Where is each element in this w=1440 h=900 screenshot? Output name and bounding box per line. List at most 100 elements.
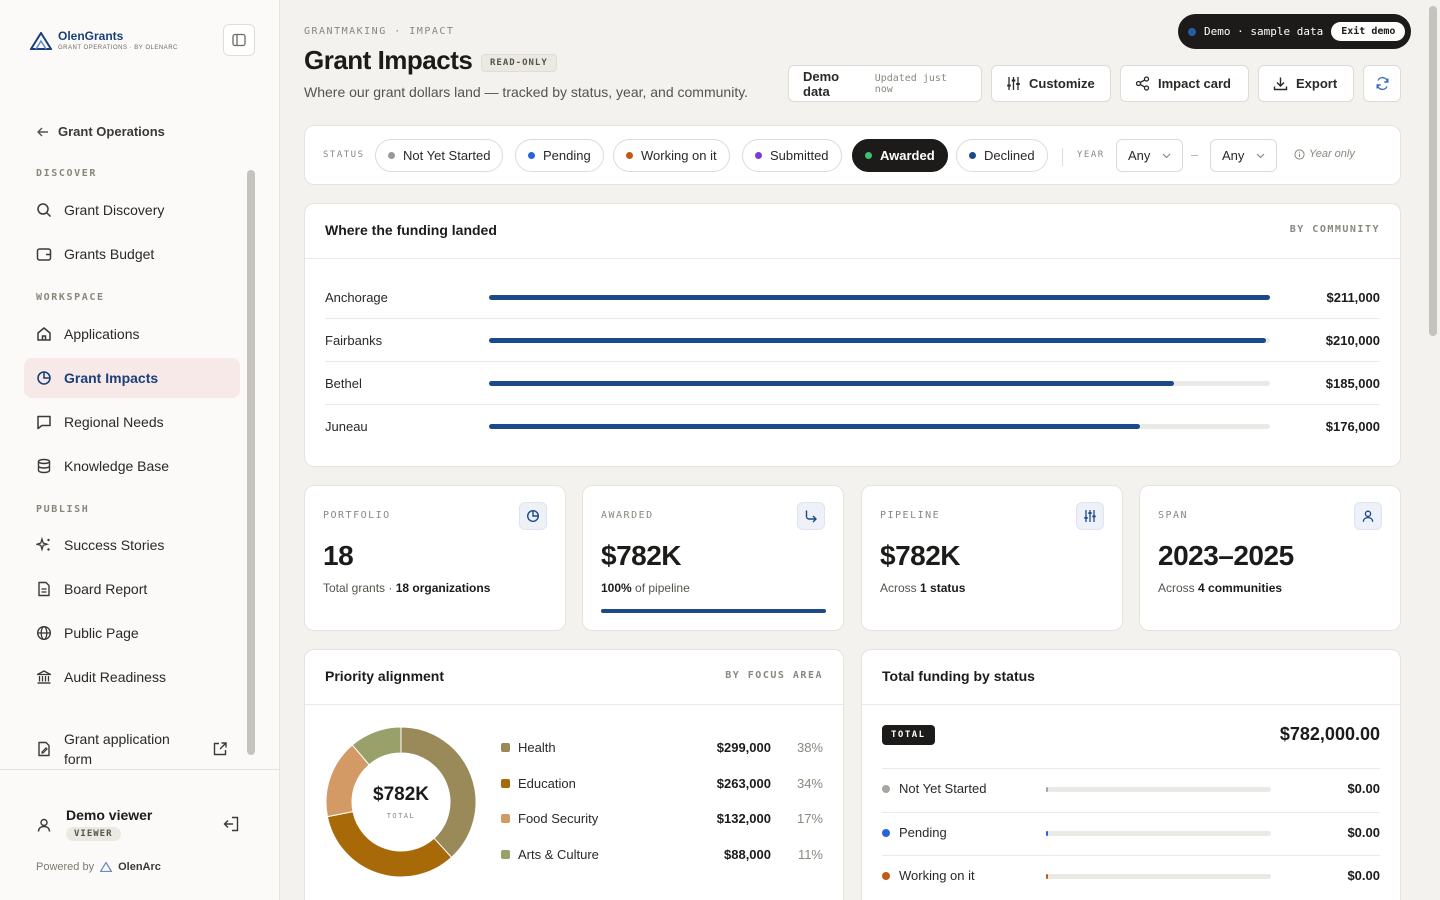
- brand-logo[interactable]: OlenGrants GRANT OPERATIONS · BY OLENARC: [30, 30, 178, 52]
- sidebar-item-public-page[interactable]: Public Page: [24, 613, 240, 653]
- impact-card-label: Impact card: [1158, 76, 1231, 91]
- kpi-awarded: AWARDED $782K 100% of pipeline: [582, 485, 844, 631]
- legend-swatch: [501, 778, 510, 788]
- community-name: Fairbanks: [325, 333, 383, 348]
- customize-button[interactable]: Customize: [991, 65, 1111, 102]
- impact-card-button[interactable]: Impact card: [1120, 65, 1249, 102]
- status-name: Working on it: [899, 868, 975, 883]
- sidebar-item-knowledge-base[interactable]: Knowledge Base: [24, 446, 240, 486]
- back-to-grant-operations-link[interactable]: Grant Operations: [36, 124, 165, 139]
- powered-by-brand: OlenArc: [118, 861, 161, 873]
- export-button[interactable]: Export: [1258, 65, 1354, 102]
- kpi-sub-prefix: Across: [880, 581, 921, 595]
- status-chip-not-yet-started[interactable]: Not Yet Started: [375, 139, 504, 172]
- status-chip-awarded[interactable]: Awarded: [852, 139, 948, 172]
- chip-label: Working on it: [641, 148, 717, 163]
- exit-demo-button[interactable]: Exit demo: [1331, 22, 1406, 41]
- user-icon: [37, 818, 51, 832]
- powered-by-label: Powered by: [36, 861, 95, 873]
- olenarc-small-logo-icon: [100, 862, 113, 872]
- status-row: Not Yet Started $0.00: [882, 768, 1380, 811]
- main-content: GRANTMAKING · IMPACT Grant Impacts READ-…: [280, 0, 1440, 900]
- status-amount: $0.00: [1347, 868, 1380, 883]
- section-discover: DISCOVER: [36, 168, 97, 179]
- status-filter-label: STATUS: [323, 150, 365, 160]
- powered-by: Powered by OlenArc: [36, 861, 161, 873]
- kpi-value: $782K: [601, 540, 682, 571]
- sidebar-item-label: Knowledge Base: [64, 458, 170, 474]
- legend-name: Health: [518, 740, 556, 755]
- breadcrumb: GRANTMAKING · IMPACT: [304, 26, 455, 37]
- kpi-subtext: Across 1 status: [880, 581, 965, 595]
- updated-label: Updated just now: [874, 72, 947, 95]
- kpi-sub-bold: 100%: [601, 581, 632, 595]
- sidebar-item-regional-needs[interactable]: Regional Needs: [24, 402, 240, 442]
- globe-icon: [36, 625, 52, 641]
- back-link-label: Grant Operations: [58, 124, 165, 139]
- brand-name: OlenGrants: [58, 29, 124, 43]
- sidebar-item-success-stories[interactable]: Success Stories: [24, 525, 240, 565]
- sidebar-item-grant-impacts[interactable]: Grant Impacts: [24, 358, 240, 398]
- status-card-title: Total funding by status: [882, 668, 1035, 684]
- external-link-icon[interactable]: [212, 741, 228, 757]
- kpi-label: PORTFOLIO: [323, 510, 391, 521]
- legend-item: Arts & Culture $88,000 11%: [501, 845, 823, 865]
- funding-amount: $185,000: [1325, 376, 1380, 391]
- user-icon: [1362, 510, 1374, 522]
- donut-slice-education[interactable]: [326, 810, 453, 878]
- status-chip-submitted[interactable]: Submitted: [742, 139, 842, 172]
- message-icon: [37, 415, 51, 430]
- sidebar-item-applications[interactable]: Applications: [24, 314, 240, 354]
- user-profile[interactable]: Demo viewer VIEWER: [36, 807, 152, 841]
- row-divider: [325, 361, 1380, 362]
- sidebar-item-label: Audit Readiness: [64, 669, 166, 685]
- kpi-value: $782K: [880, 540, 961, 571]
- sidebar-item-board-report[interactable]: Board Report: [24, 569, 240, 609]
- donut-center-label: TOTAL: [386, 812, 416, 820]
- kpi-span: SPAN 2023–2025 Across 4 communities: [1139, 485, 1401, 631]
- status-bar-track: [1046, 830, 1271, 836]
- status-chip-working-on-it[interactable]: Working on it: [613, 139, 730, 172]
- status-chip-pending[interactable]: Pending: [515, 139, 604, 172]
- refresh-button[interactable]: [1363, 65, 1401, 102]
- legend-item: Health $299,000 38%: [501, 738, 823, 758]
- kpi-sub-bold: 1 status: [920, 581, 966, 595]
- kpi-pipeline: PIPELINE $782K Across 1 status: [861, 485, 1123, 631]
- sidebar-scrollbar[interactable]: [247, 170, 255, 755]
- kpi-value: 2023–2025: [1158, 540, 1294, 571]
- donut-slice-arts-culture[interactable]: [351, 726, 402, 766]
- row-divider: [882, 811, 1380, 813]
- status-amount: $0.00: [1347, 781, 1380, 796]
- year-to-select[interactable]: Any: [1210, 139, 1277, 172]
- form-icon: [38, 741, 50, 757]
- sidebar-item-grant-discovery[interactable]: Grant Discovery: [24, 190, 240, 230]
- kpi-subtext: Across 4 communities: [1158, 581, 1282, 595]
- legend-percent: 38%: [796, 740, 823, 755]
- page-scrollbar[interactable]: [1429, 6, 1437, 336]
- sidebar-item-grants-budget[interactable]: Grants Budget: [24, 234, 240, 274]
- collapse-sidebar-button[interactable]: [223, 24, 255, 56]
- funding-card-tag: BY COMMUNITY: [1289, 224, 1380, 235]
- demo-dot: [1188, 27, 1196, 36]
- kpi-sub-bold: 18 organizations: [395, 581, 491, 595]
- customize-label: Customize: [1029, 76, 1095, 91]
- sidebar-divider: [0, 769, 279, 770]
- logout-icon[interactable]: [222, 815, 240, 833]
- info-icon: [1294, 148, 1305, 160]
- priority-alignment-card: Priority alignment BY FOCUS AREA $782K T…: [304, 649, 844, 900]
- sidebar-item-label: Success Stories: [64, 537, 165, 553]
- legend-value: $263,000: [716, 775, 771, 791]
- sidebar-item-audit-readiness[interactable]: Audit Readiness: [24, 657, 240, 697]
- legend-swatch: [501, 743, 510, 752]
- status-chip-declined[interactable]: Declined: [956, 139, 1048, 172]
- status-amount: $0.00: [1347, 824, 1380, 840]
- grant-application-form-link[interactable]: Grant application form: [36, 729, 236, 769]
- year-from-select[interactable]: Any: [1116, 139, 1183, 172]
- awarded-progress-fill: [601, 609, 826, 613]
- page-title: Grant Impacts: [304, 45, 473, 75]
- community-name: Bethel: [325, 376, 362, 391]
- total-value: $782,000.00: [1279, 724, 1380, 744]
- arrow-left-icon: [37, 127, 48, 136]
- section-workspace: WORKSPACE: [36, 292, 105, 303]
- search-icon: [37, 203, 52, 218]
